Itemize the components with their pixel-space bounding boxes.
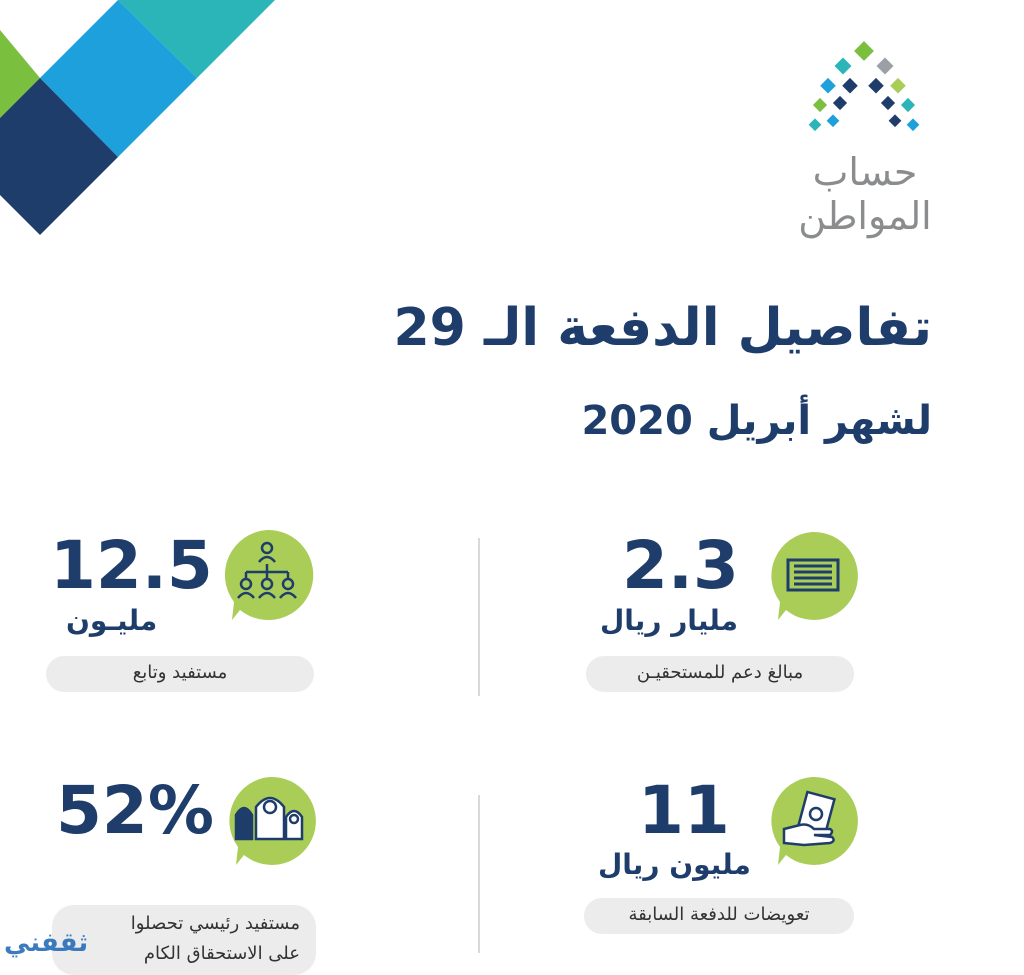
stat-unit-support-amount: مليار ريال [600, 604, 739, 637]
stat-unit-compensation: مليون ريال [598, 848, 751, 881]
stat-label-full-entitlement: مستفيد رئيسي تحصلوا على الاستحقاق الكام [52, 905, 316, 975]
stat-value-support-amount: 2.3 [622, 527, 739, 604]
stat-value-compensation: 11 [638, 772, 730, 849]
money-stack-icon [771, 531, 858, 620]
stat-label-full-entitlement-line2: على الاستحقاق الكام [143, 943, 300, 964]
watermark: ثقفني [4, 928, 89, 958]
column-divider-top [478, 538, 480, 696]
stat-label-beneficiaries: مستفيد وتابع [46, 656, 314, 692]
stat-label-full-entitlement-line1: مستفيد رئيسي تحصلوا [130, 913, 300, 934]
stat-label-support-amount: مبالغ دعم للمستحقيـن [586, 656, 854, 692]
family-people-icon [229, 776, 316, 865]
stat-value-full-entitlement: 52% [56, 772, 214, 849]
hand-cash-icon [771, 776, 858, 865]
column-divider-bottom [478, 795, 480, 953]
stat-unit-beneficiaries: مليـون [66, 604, 158, 637]
page-subtitle: لشهر أبريل 2020 [581, 398, 932, 444]
logo-mark-icon [808, 41, 920, 132]
org-chart-people-icon [224, 529, 314, 620]
logo: حساب المواطن [730, 40, 1000, 238]
page-title: تفاصيل الدفعة الـ 29 [393, 298, 933, 358]
corner-decoration [0, 0, 275, 235]
logo-name: حساب المواطن [798, 150, 932, 238]
stat-label-compensation: تعويضات للدفعة السابقة [584, 898, 854, 934]
stat-value-beneficiaries: 12.5 [50, 527, 213, 604]
